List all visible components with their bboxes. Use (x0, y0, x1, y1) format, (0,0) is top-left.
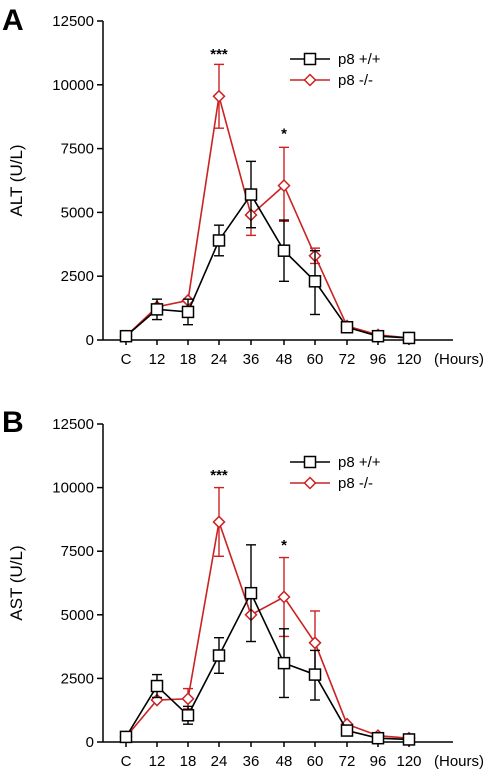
data-point-square (308, 668, 322, 681)
data-point-diamond (212, 89, 226, 103)
data-point-diamond (277, 590, 291, 604)
x-tick-label: 60 (307, 351, 324, 368)
data-point-square (308, 275, 322, 288)
x-unit-label: (Hours) (434, 351, 484, 368)
data-point-diamond (308, 636, 322, 650)
series-p8-ko (119, 486, 416, 745)
data-point-square (150, 303, 164, 316)
data-point-square (402, 733, 416, 746)
series-line (125, 96, 410, 339)
significance-marker: * (281, 125, 287, 142)
x-tick-label: 96 (370, 753, 387, 770)
data-point-square (119, 329, 133, 343)
data-point-square (150, 679, 164, 693)
data-point-square (371, 731, 385, 745)
data-point-square (402, 331, 416, 345)
series-line (125, 518, 410, 739)
y-tick-label: 2500 (61, 268, 94, 285)
y-axis-title: ALT (U/L) (7, 144, 26, 216)
x-tick-label: 24 (211, 753, 228, 770)
data-point-square (212, 234, 226, 247)
legend-marker (303, 476, 317, 490)
y-tick-label: 12500 (52, 416, 94, 433)
y-tick-label: 10000 (52, 77, 94, 94)
x-tick-label: 36 (243, 351, 260, 368)
data-point-square (244, 188, 258, 201)
series-line (125, 193, 410, 339)
data-point-square (212, 649, 226, 662)
x-tick-label: 18 (180, 351, 197, 368)
x-tick-label: 48 (276, 351, 293, 368)
data-point-square (181, 709, 195, 722)
x-tick-label: 120 (396, 753, 421, 770)
x-tick-label: 60 (307, 753, 324, 770)
x-unit-label: (Hours) (434, 753, 484, 770)
y-tick-label: 5000 (61, 607, 94, 624)
chart-panel-a: A 0 2500 5000 7500 10000 12500 C 12 18 24 36 48 60 72 9… (2, 4, 484, 368)
x-tick-label: C (121, 753, 132, 770)
data-point-square (340, 724, 354, 737)
series-line (125, 591, 410, 741)
data-point-square (181, 305, 195, 319)
x-tick-label: 18 (180, 753, 197, 770)
y-axis-title: AST (U/L) (7, 545, 26, 620)
panel-label: B (2, 406, 24, 439)
x-tick-label: 12 (149, 351, 166, 368)
significance-marker: *** (210, 467, 228, 484)
data-point-diamond (277, 179, 291, 193)
x-tick-label: 24 (211, 351, 228, 368)
x-tick-label: 120 (396, 351, 421, 368)
data-point-diamond (181, 692, 195, 706)
series-p8-ko (119, 63, 416, 345)
x-tick-label: 48 (276, 753, 293, 770)
y-tick-label: 7500 (61, 543, 94, 560)
series-p8-wt (119, 160, 416, 345)
data-point-square (244, 586, 258, 600)
data-point-square (340, 320, 354, 334)
legend: p8 +/+ p8 -/- (290, 51, 381, 89)
data-point-square (119, 730, 133, 744)
legend-label: p8 -/- (338, 475, 373, 492)
significance-marker: *** (210, 46, 228, 63)
legend-marker (303, 455, 317, 469)
chart-panel-b: B 0 2500 5000 7500 10000 12500 C 12 18 24 36 48 60 72 9… (2, 406, 484, 770)
x-tick-label: 96 (370, 351, 387, 368)
legend-label: p8 +/+ (338, 454, 381, 471)
y-tick-label: 10000 (52, 480, 94, 497)
legend-marker (303, 52, 317, 66)
legend: p8 +/+ p8 -/- (290, 454, 381, 492)
y-tick-label: 7500 (61, 141, 94, 158)
series-p8-wt (119, 544, 416, 746)
data-point-square (277, 244, 291, 257)
x-tick-label: 36 (243, 753, 260, 770)
significance-marker: * (281, 537, 287, 554)
panel-label: A (2, 4, 24, 37)
data-point-square (371, 329, 385, 343)
y-tick-label: 5000 (61, 204, 94, 221)
x-tick-label: 72 (339, 753, 356, 770)
y-tick-label: 0 (86, 332, 94, 349)
legend-label: p8 +/+ (338, 51, 381, 68)
y-tick-label: 0 (86, 734, 94, 751)
x-tick-label: 12 (149, 753, 166, 770)
legend-marker (303, 73, 317, 87)
y-tick-label: 2500 (61, 670, 94, 687)
x-tick-label: 72 (339, 351, 356, 368)
data-point-square (277, 656, 291, 670)
y-tick-label: 12500 (52, 13, 94, 30)
x-tick-label: C (121, 351, 132, 368)
legend-label: p8 -/- (338, 72, 373, 89)
data-point-diamond (212, 515, 226, 529)
